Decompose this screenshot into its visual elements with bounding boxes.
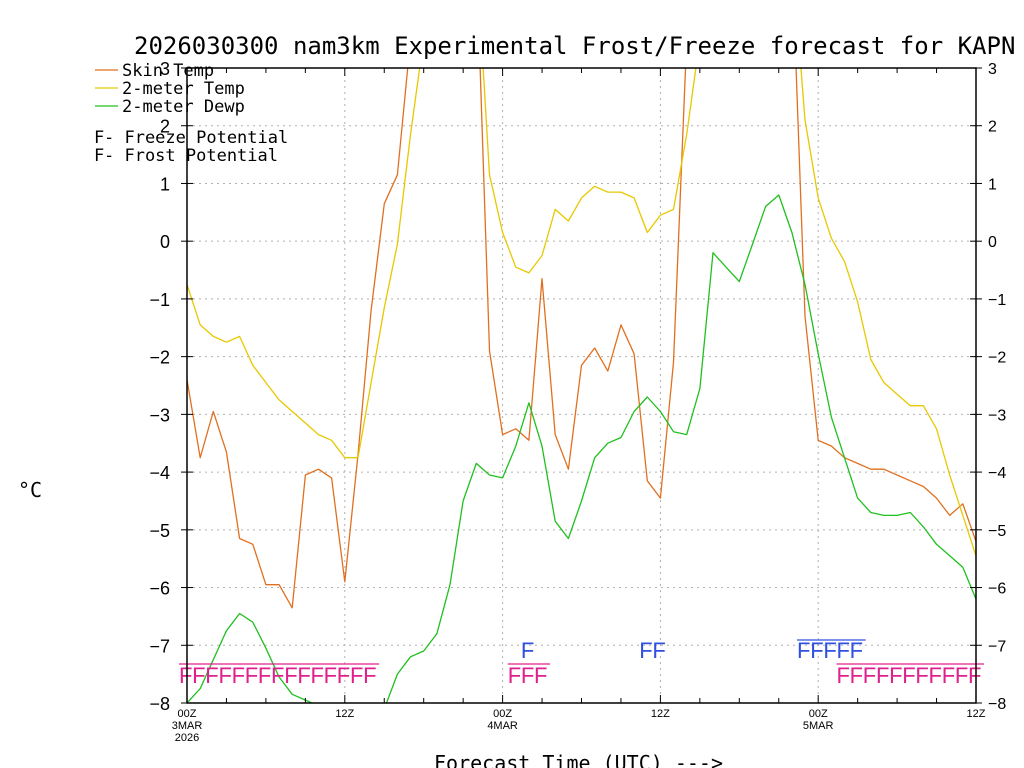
axes: −8 −8 −7 −7 −6 −6 −5 −5 −4 −4 −3 −3 −2 −2 −1 −1 0 0 1 1 2 2 3 3… xyxy=(149,59,1006,744)
series-lines xyxy=(187,68,976,703)
x-tick-label: 12Z xyxy=(651,708,670,720)
potential-label: - Frost Potential xyxy=(104,146,278,166)
y-tick-label-left: −7 xyxy=(149,636,170,656)
y-tick-label-left: −3 xyxy=(149,405,170,425)
y-axis-label: °C xyxy=(18,478,42,502)
legend-label: 2-meter Dewp xyxy=(122,97,245,117)
y-tick-label-right: 2 xyxy=(988,119,997,136)
y-tick-label-right: −4 xyxy=(988,465,1006,482)
potential-letter: F xyxy=(94,146,104,166)
y-tick-label-right: −1 xyxy=(988,292,1006,309)
frost-marker: F xyxy=(797,638,810,663)
frost-marker: F xyxy=(850,638,863,663)
freeze-marker: F xyxy=(284,663,297,688)
freeze-marker: F xyxy=(324,663,337,688)
freeze-marker: F xyxy=(205,663,218,688)
freeze-marker: F xyxy=(863,663,876,688)
x-tick-label: 2026 xyxy=(175,732,199,744)
y-tick-label-right: −3 xyxy=(988,407,1006,424)
freeze-marker: F xyxy=(889,663,902,688)
freeze-marker: F xyxy=(350,663,363,688)
potential-markers: F F F F F F F F F F F F F F F F F F F F F F F F F F F F FF F F F F F F F xyxy=(179,638,984,688)
y-tick-label-left: −1 xyxy=(149,290,170,310)
y-tick-label-right: −5 xyxy=(988,523,1006,540)
x-tick-label: 12Z xyxy=(335,708,354,720)
freeze-marker: F xyxy=(534,663,547,688)
y-tick-label-left: −4 xyxy=(149,463,170,483)
frost-marker: F xyxy=(652,638,665,663)
x-tick-label: 00Z xyxy=(178,708,197,720)
y-tick-label-right: 1 xyxy=(988,176,997,193)
y-tick-label-right: 3 xyxy=(988,61,997,78)
freeze-marker: F xyxy=(363,663,376,688)
y-tick-label-right: −7 xyxy=(988,638,1006,655)
x-tick-label: 3MAR xyxy=(172,720,203,732)
x-tick-label: 00Z xyxy=(493,708,512,720)
freeze-marker: F xyxy=(337,663,350,688)
freeze-marker: F xyxy=(179,663,192,688)
potential-label: - Freeze Potential xyxy=(104,128,288,148)
y-tick-label-left: 0 xyxy=(160,232,170,252)
freeze-marker: F xyxy=(876,663,889,688)
x-tick-label: 12Z xyxy=(967,708,986,720)
x-tick-label: 5MAR xyxy=(803,720,834,732)
y-tick-label-left: −6 xyxy=(149,579,170,599)
y-tick-label-right: −6 xyxy=(988,581,1006,598)
y-tick-label-left: 1 xyxy=(160,174,170,194)
potential-letter: F xyxy=(94,128,104,148)
freeze-marker: F xyxy=(837,663,850,688)
freeze-marker: F xyxy=(311,663,324,688)
series-line-2-meter-dewp xyxy=(187,194,976,703)
frost-marker: F xyxy=(837,638,850,663)
freeze-marker: F xyxy=(968,663,981,688)
x-tick-label: 00Z xyxy=(809,708,828,720)
y-tick-label-left: −2 xyxy=(149,348,170,368)
grid xyxy=(187,68,976,703)
legend-label: Skin Temp xyxy=(122,61,214,81)
y-tick-label-right: −8 xyxy=(988,696,1006,713)
freeze-marker: F xyxy=(245,663,258,688)
freeze-marker: F xyxy=(218,663,231,688)
frost-marker: F xyxy=(521,638,534,663)
legend-label: 2-meter Temp xyxy=(122,79,245,99)
chart-title: 2026030300 nam3km Experimental Frost/Fre… xyxy=(134,32,1015,60)
freeze-marker: F xyxy=(942,663,955,688)
y-tick-label-right: 0 xyxy=(988,234,997,251)
x-axis-label: Forecast Time (UTC) ---> xyxy=(434,751,723,768)
freeze-marker: F xyxy=(271,663,284,688)
freeze-marker: F xyxy=(232,663,245,688)
freeze-marker: F xyxy=(297,663,310,688)
freeze-marker: F xyxy=(258,663,271,688)
y-tick-label-left: −5 xyxy=(149,521,170,541)
freeze-marker: F xyxy=(929,663,942,688)
freeze-marker: F xyxy=(915,663,928,688)
frost-marker: F xyxy=(823,638,836,663)
freeze-marker: F xyxy=(902,663,915,688)
freeze-marker: F xyxy=(850,663,863,688)
series-line-2-meter-temp xyxy=(187,68,976,557)
freeze-marker: F xyxy=(955,663,968,688)
y-tick-label-right: −2 xyxy=(988,350,1006,367)
y-tick-label-left: 3 xyxy=(160,59,170,79)
frost-marker: F xyxy=(810,638,823,663)
frost-marker: F xyxy=(639,638,652,663)
freeze-marker: F xyxy=(521,663,534,688)
y-tick-label-left: 2 xyxy=(160,117,170,137)
y-tick-label-left: −8 xyxy=(149,694,170,714)
freeze-marker: F xyxy=(192,663,205,688)
x-tick-label: 4MAR xyxy=(487,720,518,732)
series-line-skin-temp xyxy=(187,68,976,609)
plot-frame xyxy=(186,67,977,704)
freeze-marker: F xyxy=(508,663,521,688)
